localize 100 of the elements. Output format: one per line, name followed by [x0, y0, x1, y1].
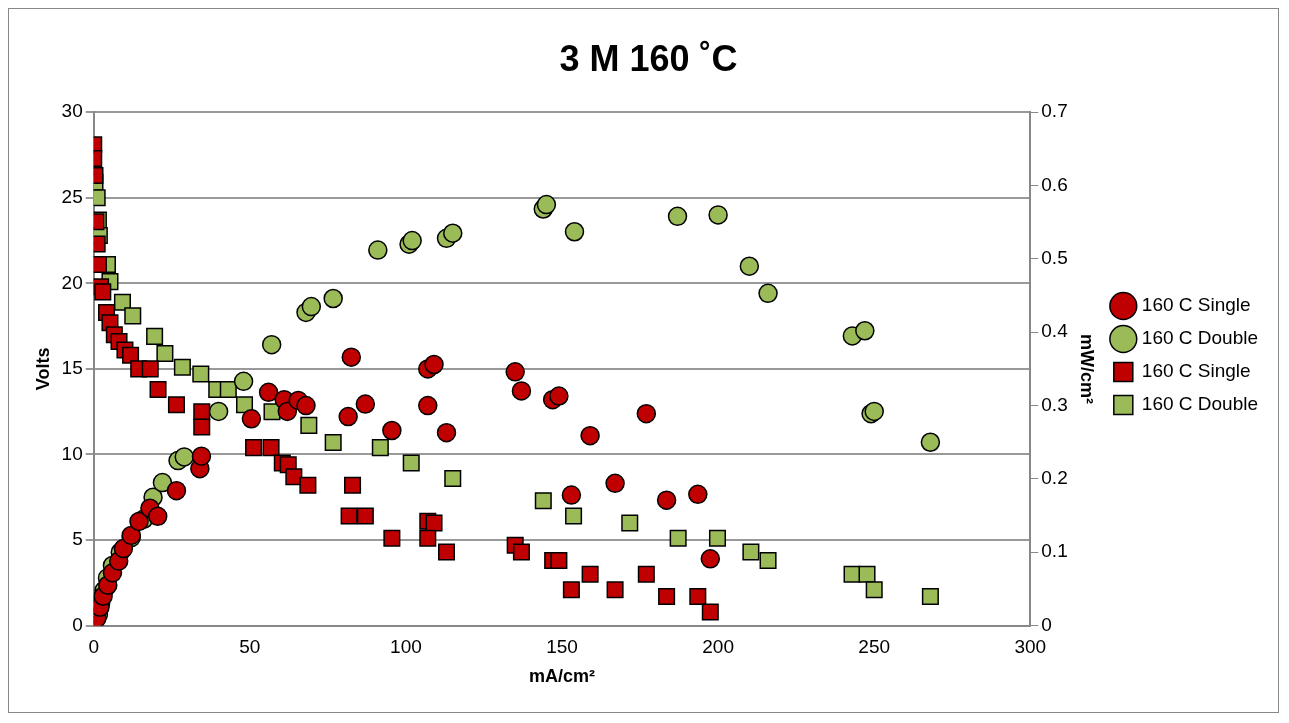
- point: [300, 416, 318, 434]
- point: [742, 543, 760, 561]
- x-axis-title: mA/cm²: [529, 666, 596, 687]
- point: [382, 420, 402, 441]
- point: [262, 439, 280, 457]
- point: [344, 476, 362, 494]
- point: [865, 581, 883, 599]
- point: [341, 347, 362, 367]
- point: [565, 507, 583, 525]
- y2-tick-label: 0: [1041, 613, 1052, 635]
- x-tick-label: 200: [702, 636, 734, 658]
- point: [129, 511, 149, 532]
- point: [636, 403, 657, 424]
- point: [146, 327, 164, 345]
- point: [512, 543, 530, 561]
- point: [550, 552, 568, 570]
- point: [759, 552, 777, 570]
- point: [149, 380, 167, 398]
- point: [858, 565, 876, 583]
- legend-label: 160 C Single: [1141, 360, 1251, 382]
- point: [402, 454, 420, 472]
- x-tick-label: 250: [858, 636, 891, 658]
- point: [536, 194, 557, 215]
- point: [689, 587, 707, 606]
- point: [564, 222, 585, 242]
- point: [511, 381, 532, 401]
- point: [147, 506, 168, 527]
- legend-label: 160 C Double: [1141, 393, 1259, 415]
- point: [258, 382, 279, 403]
- point: [141, 360, 159, 378]
- point: [581, 565, 599, 583]
- point: [383, 529, 401, 547]
- point: [94, 283, 112, 301]
- point: [419, 529, 437, 547]
- x-tick-label: 50: [239, 636, 261, 658]
- x-tick-label: 300: [1014, 636, 1047, 658]
- x-tick-label: 150: [546, 636, 578, 658]
- point: [152, 472, 173, 493]
- point: [241, 409, 262, 429]
- point: [368, 240, 388, 260]
- point: [156, 344, 174, 363]
- y-tick-label: 15: [61, 357, 83, 379]
- y-tick-label: 30: [61, 100, 83, 122]
- point: [605, 473, 625, 494]
- point: [758, 283, 778, 304]
- point: [285, 468, 303, 486]
- point: [708, 205, 728, 225]
- y2-axis-title: mW/cm²: [1076, 333, 1097, 404]
- y-axis-title: Volts: [32, 347, 53, 391]
- point: [191, 446, 212, 466]
- x-tick-label: 100: [390, 636, 422, 658]
- point: [173, 358, 191, 376]
- point: [418, 395, 438, 416]
- point: [549, 386, 569, 406]
- point: [301, 296, 322, 317]
- point: [371, 439, 389, 457]
- point: [356, 507, 374, 525]
- point: [340, 507, 358, 525]
- point: [580, 425, 600, 446]
- point: [245, 439, 263, 457]
- point: [261, 334, 282, 355]
- chart-title: 3 M 160 ˚C: [559, 37, 738, 79]
- point: [296, 395, 316, 416]
- y-tick-label: 10: [61, 442, 83, 464]
- point: [701, 603, 719, 621]
- point: [920, 432, 941, 452]
- point: [505, 362, 525, 382]
- point: [324, 433, 342, 452]
- y-tick-label: 5: [72, 528, 83, 550]
- point: [208, 401, 229, 422]
- point: [219, 380, 237, 398]
- point: [355, 394, 376, 414]
- y-tick-label: 25: [61, 186, 83, 207]
- y2-tick-label: 0.6: [1041, 173, 1068, 195]
- y2-tick-label: 0.2: [1041, 467, 1068, 489]
- point: [323, 288, 343, 309]
- y2-tick-label: 0.4: [1041, 320, 1069, 342]
- point: [338, 406, 358, 427]
- point: [637, 565, 655, 583]
- point: [299, 476, 317, 494]
- point: [166, 480, 187, 501]
- point: [437, 543, 456, 561]
- y-tick-label: 20: [61, 271, 83, 293]
- y2-tick-label: 0.1: [1041, 540, 1068, 562]
- point: [621, 514, 639, 532]
- point: [708, 529, 727, 547]
- x-tick-label: 0: [88, 636, 100, 658]
- point: [193, 403, 211, 421]
- point: [444, 469, 462, 487]
- point: [424, 354, 444, 375]
- point: [606, 581, 624, 599]
- point: [561, 485, 582, 505]
- point: [124, 307, 142, 325]
- point: [739, 256, 760, 276]
- point: [192, 365, 210, 383]
- point: [425, 514, 443, 532]
- point: [167, 396, 185, 414]
- point: [174, 447, 195, 467]
- y2-tick-label: 0.3: [1041, 393, 1068, 415]
- point: [436, 422, 457, 443]
